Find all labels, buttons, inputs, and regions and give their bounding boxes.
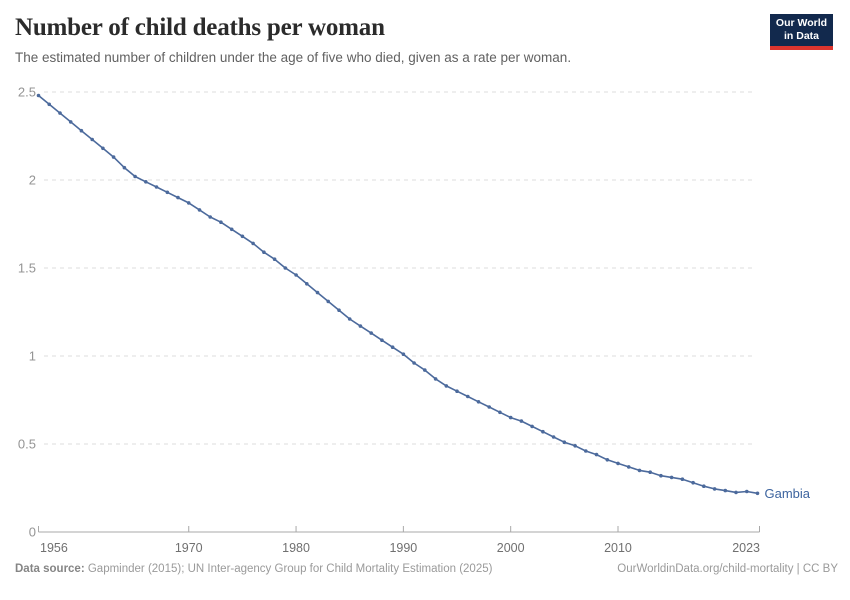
owid-logo[interactable]: Our World in Data bbox=[770, 14, 833, 50]
data-point-marker[interactable] bbox=[111, 155, 116, 159]
data-point-marker[interactable] bbox=[176, 195, 180, 200]
data-point-marker[interactable] bbox=[712, 487, 717, 491]
data-point-marker[interactable] bbox=[412, 361, 416, 365]
x-axis-tick-label: 1980 bbox=[282, 541, 310, 555]
data-point-marker[interactable] bbox=[734, 490, 738, 495]
data-point-marker[interactable] bbox=[433, 377, 438, 381]
data-point-marker[interactable] bbox=[605, 458, 610, 462]
data-point-marker[interactable] bbox=[691, 480, 695, 485]
y-axis-tick-label: 1.5 bbox=[18, 261, 36, 276]
data-point-marker[interactable] bbox=[58, 111, 62, 115]
x-axis-tick-label: 2023 bbox=[732, 541, 760, 555]
data-point-marker[interactable] bbox=[294, 273, 298, 277]
data-point-marker[interactable] bbox=[616, 461, 620, 466]
data-point-marker[interactable] bbox=[305, 282, 309, 286]
data-point-marker[interactable] bbox=[79, 128, 84, 133]
data-point-marker[interactable] bbox=[390, 345, 395, 350]
data-point-marker[interactable] bbox=[519, 419, 524, 423]
line-chart-canvas[interactable]: 0 0.5 1 1.5 2 2.5 1956 1970 1980 1990 2000 2010 2023… bbox=[0, 80, 850, 560]
data-point-marker[interactable] bbox=[90, 137, 94, 142]
chart-subtitle: The estimated number of children under t… bbox=[15, 50, 572, 65]
data-point-marker[interactable] bbox=[659, 473, 663, 478]
data-point-marker[interactable] bbox=[562, 440, 567, 445]
data-point-marker[interactable] bbox=[240, 234, 245, 239]
x-axis-tick-label: 1956 bbox=[40, 541, 68, 555]
data-point-marker[interactable] bbox=[637, 468, 642, 473]
data-point-marker[interactable] bbox=[337, 308, 341, 312]
data-point-marker[interactable] bbox=[358, 324, 363, 328]
data-point-marker[interactable] bbox=[380, 338, 384, 343]
data-point-marker[interactable] bbox=[508, 415, 513, 420]
data-point-marker[interactable] bbox=[251, 241, 255, 246]
data-point-marker[interactable] bbox=[165, 190, 170, 195]
data-point-marker[interactable] bbox=[487, 405, 492, 409]
data-point-marker[interactable] bbox=[101, 146, 105, 151]
data-point-marker[interactable] bbox=[315, 290, 320, 295]
page-title: Number of child deaths per woman bbox=[15, 14, 385, 41]
data-point-marker[interactable] bbox=[626, 465, 631, 469]
data-point-marker[interactable] bbox=[219, 220, 223, 224]
y-axis-tick-label: 1 bbox=[29, 349, 36, 364]
data-point-marker[interactable] bbox=[144, 180, 148, 184]
data-point-marker[interactable] bbox=[229, 227, 234, 232]
data-point-marker[interactable] bbox=[723, 488, 728, 493]
data-point-marker[interactable] bbox=[283, 266, 288, 270]
data-point-marker[interactable] bbox=[455, 389, 459, 394]
data-point-marker[interactable] bbox=[347, 317, 352, 321]
chart-footer: Data source: Gapminder (2015); UN Inter-… bbox=[15, 563, 838, 583]
y-axis-tick-label: 2 bbox=[29, 173, 36, 188]
data-source-note: Data source: Gapminder (2015); UN Inter-… bbox=[15, 563, 493, 575]
data-point-marker[interactable] bbox=[154, 185, 159, 189]
data-point-marker[interactable] bbox=[369, 331, 374, 335]
data-point-marker[interactable] bbox=[476, 400, 481, 404]
data-point-marker[interactable] bbox=[702, 484, 706, 489]
data-point-marker[interactable] bbox=[68, 120, 73, 124]
data-point-marker[interactable] bbox=[122, 165, 127, 170]
data-point-marker[interactable] bbox=[745, 489, 749, 494]
data-point-marker[interactable] bbox=[551, 435, 556, 439]
x-axis-tick-label: 1990 bbox=[389, 541, 417, 555]
data-point-marker[interactable] bbox=[594, 452, 599, 457]
x-axis-tick-label: 2010 bbox=[604, 541, 632, 555]
data-point-marker[interactable] bbox=[584, 449, 588, 453]
data-source-label: Data source: bbox=[15, 563, 85, 575]
data-point-marker[interactable] bbox=[466, 394, 470, 399]
data-point-marker[interactable] bbox=[680, 477, 685, 482]
y-axis-tick-label: 0.5 bbox=[18, 437, 36, 452]
data-point-marker[interactable] bbox=[133, 174, 137, 179]
data-point-marker[interactable] bbox=[326, 299, 331, 304]
data-point-marker[interactable] bbox=[498, 410, 502, 415]
data-point-marker[interactable] bbox=[186, 201, 191, 205]
data-point-marker[interactable] bbox=[530, 424, 534, 429]
data-point-marker[interactable] bbox=[669, 475, 674, 480]
data-point-marker[interactable] bbox=[272, 257, 277, 261]
x-axis-tick-label: 1970 bbox=[175, 541, 203, 555]
owid-link[interactable]: OurWorldinData.org/child-mortality | CC … bbox=[617, 563, 838, 575]
data-point-marker[interactable] bbox=[36, 93, 41, 98]
data-point-marker[interactable] bbox=[197, 208, 202, 212]
series-line-gambia[interactable] bbox=[37, 94, 758, 495]
series-end-label[interactable]: Gambia bbox=[765, 486, 811, 501]
data-point-marker[interactable] bbox=[573, 444, 577, 448]
data-point-marker[interactable] bbox=[47, 102, 51, 107]
data-point-marker[interactable] bbox=[444, 384, 449, 388]
data-point-marker[interactable] bbox=[401, 352, 406, 357]
data-point-marker[interactable] bbox=[755, 491, 760, 496]
data-point-marker[interactable] bbox=[423, 368, 427, 372]
owid-logo-text: Our World in Data bbox=[775, 16, 828, 42]
data-point-marker[interactable] bbox=[648, 470, 652, 475]
data-point-marker[interactable] bbox=[541, 429, 545, 434]
y-axis-tick-label: 2.5 bbox=[18, 85, 36, 100]
data-point-marker[interactable] bbox=[262, 250, 266, 254]
x-axis-tick-label: 2000 bbox=[497, 541, 525, 555]
data-point-marker[interactable] bbox=[208, 215, 212, 219]
y-axis-tick-label: 0 bbox=[29, 525, 36, 540]
